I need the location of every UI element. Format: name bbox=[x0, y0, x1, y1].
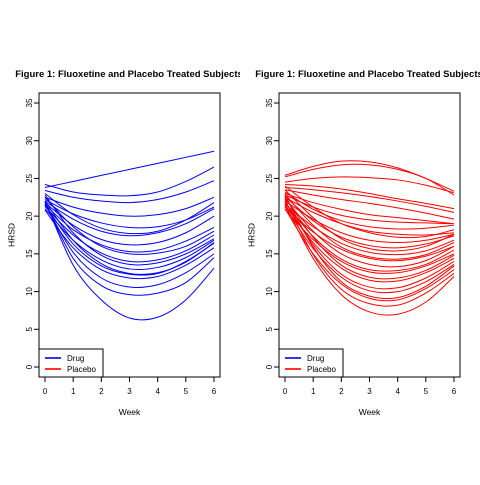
x-tick-label: 3 bbox=[367, 387, 372, 396]
series-line-21 bbox=[284, 197, 455, 280]
x-tick-label: 5 bbox=[424, 387, 429, 396]
series-line-18 bbox=[284, 198, 455, 268]
series-line-20 bbox=[284, 209, 455, 274]
y-tick-label: 25 bbox=[25, 173, 34, 182]
x-tick-label: 0 bbox=[283, 387, 288, 396]
series-line-15 bbox=[44, 204, 215, 276]
x-axis-label: Week bbox=[119, 407, 141, 417]
series-line-11 bbox=[284, 185, 455, 239]
series-line-23 bbox=[284, 200, 455, 290]
series-line-8 bbox=[44, 202, 215, 246]
series-line-12 bbox=[44, 194, 215, 266]
legend-label-drug: Drug bbox=[307, 354, 324, 363]
x-tick-label: 2 bbox=[99, 387, 104, 396]
y-tick-label: 5 bbox=[25, 327, 34, 332]
legend: Drug Placebo bbox=[38, 348, 104, 378]
y-tick-label: 0 bbox=[265, 364, 274, 369]
y-tick-label: 35 bbox=[265, 98, 274, 107]
series-line-5 bbox=[284, 186, 455, 213]
series-line-27 bbox=[284, 199, 455, 307]
x-tick-label: 6 bbox=[212, 387, 217, 396]
series-line-6 bbox=[44, 193, 215, 235]
series-line-12 bbox=[284, 200, 455, 244]
panel-placebo: Figure 1: Fluoxetine and Placebo Treated… bbox=[246, 69, 480, 417]
y-tick-label: 10 bbox=[25, 287, 34, 296]
y-tick-label: 30 bbox=[25, 136, 34, 145]
panel-drug: Figure 1: Fluoxetine and Placebo Treated… bbox=[6, 69, 243, 417]
x-tick-label: 1 bbox=[71, 387, 76, 396]
series-line-14 bbox=[44, 200, 215, 275]
series-line-17 bbox=[284, 206, 455, 262]
legend-label-placebo: Placebo bbox=[67, 365, 96, 374]
series-group bbox=[44, 150, 215, 321]
y-axis-label: HRSD bbox=[6, 223, 16, 247]
series-line-3 bbox=[284, 176, 455, 194]
series-line-11 bbox=[44, 205, 215, 263]
series-line-19 bbox=[44, 200, 215, 321]
legend-box bbox=[278, 348, 344, 378]
series-line-16 bbox=[284, 193, 455, 260]
series-line-2 bbox=[284, 163, 455, 196]
y-tick-label: 10 bbox=[265, 287, 274, 296]
series-line-13 bbox=[284, 196, 455, 249]
series-line-1 bbox=[44, 150, 215, 188]
y-tick-label: 35 bbox=[25, 98, 34, 107]
x-tick-label: 1 bbox=[311, 387, 316, 396]
series-line-28 bbox=[284, 203, 455, 316]
y-tick-label: 25 bbox=[265, 173, 274, 182]
series-line-25 bbox=[284, 194, 455, 300]
chart-title: Figure 1: Fluoxetine and Placebo Treated… bbox=[15, 69, 243, 80]
y-tick-label: 15 bbox=[265, 249, 274, 258]
y-tick-label: 20 bbox=[265, 211, 274, 220]
y-axis: 0 5 10 15 20 25 30 35 bbox=[265, 98, 280, 369]
y-tick-label: 15 bbox=[25, 249, 34, 258]
series-line-4 bbox=[44, 196, 215, 217]
series-line-16 bbox=[44, 209, 215, 280]
series-line-17 bbox=[44, 203, 215, 289]
y-axis: 0 5 10 15 20 25 30 35 bbox=[25, 98, 40, 369]
series-line-18 bbox=[44, 202, 215, 296]
x-tick-label: 0 bbox=[43, 387, 48, 396]
x-tick-label: 4 bbox=[395, 387, 400, 396]
series-line-8 bbox=[284, 194, 455, 225]
legend-box bbox=[38, 348, 104, 378]
series-line-24 bbox=[284, 206, 455, 294]
series-line-9 bbox=[44, 204, 215, 253]
legend-label-placebo: Placebo bbox=[307, 365, 336, 374]
series-line-15 bbox=[284, 203, 455, 256]
series-line-6 bbox=[284, 189, 455, 220]
series-line-7 bbox=[284, 193, 455, 225]
series-line-9 bbox=[284, 191, 455, 230]
series-line-10 bbox=[284, 196, 455, 236]
series-line-3 bbox=[44, 180, 215, 204]
series-line-2 bbox=[44, 166, 215, 197]
series-line-4 bbox=[284, 183, 455, 210]
y-tick-label: 30 bbox=[265, 136, 274, 145]
y-tick-label: 5 bbox=[265, 327, 274, 332]
series-line-14 bbox=[284, 189, 455, 252]
y-tick-label: 20 bbox=[25, 211, 34, 220]
y-axis-label: HRSD bbox=[246, 223, 256, 247]
x-tick-label: 6 bbox=[452, 387, 457, 396]
x-tick-label: 3 bbox=[127, 387, 132, 396]
legend: Drug Placebo bbox=[278, 348, 344, 378]
y-tick-label: 0 bbox=[25, 364, 34, 369]
series-group bbox=[284, 160, 455, 316]
legend-label-drug: Drug bbox=[67, 354, 84, 363]
x-tick-label: 2 bbox=[339, 387, 344, 396]
series-line-10 bbox=[44, 196, 215, 255]
x-tick-label: 4 bbox=[155, 387, 160, 396]
x-tick-label: 5 bbox=[184, 387, 189, 396]
x-axis: 0 1 2 3 4 5 6 bbox=[43, 376, 217, 396]
x-axis-label: Week bbox=[359, 407, 381, 417]
chart-title: Figure 1: Fluoxetine and Placebo Treated… bbox=[255, 69, 480, 80]
series-line-7 bbox=[44, 200, 215, 237]
x-axis: 0 1 2 3 4 5 6 bbox=[283, 376, 457, 396]
series-line-22 bbox=[284, 204, 455, 283]
